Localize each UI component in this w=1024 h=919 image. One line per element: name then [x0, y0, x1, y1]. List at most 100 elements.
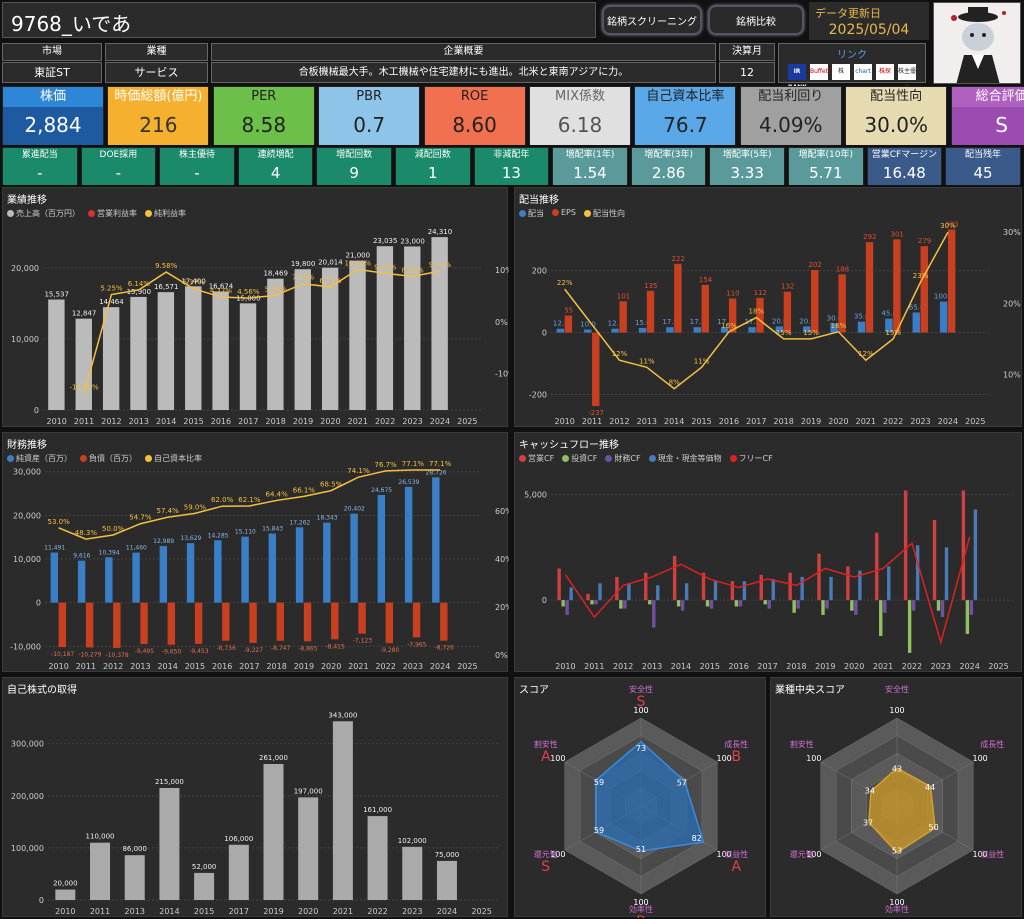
market-value: 東証ST: [2, 62, 102, 83]
x-tick-label: 2014: [671, 662, 691, 671]
bar-data-label: 16,571: [154, 283, 179, 291]
bar-data-label: 52,000: [192, 863, 217, 871]
bar: [939, 301, 948, 333]
line-data-label: 57.4%: [157, 507, 180, 515]
bar: [214, 540, 222, 603]
bar: [638, 327, 647, 333]
compare-button[interactable]: 銘柄比較: [708, 5, 804, 35]
bar-data-label: 17.5: [690, 318, 706, 326]
chart-link-icon[interactable]: chart: [854, 64, 872, 80]
x-tick-label: 2020: [321, 662, 341, 671]
line-data-label: 11%: [639, 357, 655, 365]
screening-button[interactable]: 銘柄スクリーニング: [602, 5, 702, 35]
legend-item: 負債（百万）: [80, 453, 137, 464]
bar: [431, 237, 448, 410]
links-box: リンク IR BANK Buffett 株 chart 株探 株主優待: [778, 43, 926, 91]
y-tick-label: 0: [36, 599, 41, 608]
bar: [50, 552, 59, 603]
line-data-label: 12%: [612, 350, 628, 358]
legend-item: フリーCF: [729, 453, 773, 464]
y2-tick-label: 20%: [1003, 299, 1021, 308]
bar-data-label: -8,736: [216, 645, 236, 652]
y-tick-label: 0: [39, 896, 44, 905]
legend-item: EPS: [552, 208, 576, 219]
bar-data-label: 13,629: [180, 535, 201, 542]
radar-area: [868, 767, 936, 854]
line-data-label: 16%: [721, 322, 737, 330]
dividend-panel: 配当推移 配当 EPS 配当性向 -200 0 200 10% 20% 30% 2010 2011…: [514, 187, 1022, 427]
y2-tick-label: 30%: [1003, 228, 1021, 237]
stat-0: 累進配当 -: [2, 147, 78, 185]
bar: [611, 328, 619, 333]
bar: [693, 327, 701, 333]
bar: [713, 581, 718, 601]
radar-value-label: 34: [865, 786, 875, 795]
bar: [140, 602, 148, 645]
irbank-link-icon[interactable]: IR BANK: [788, 64, 807, 91]
y-tick-label: 0: [542, 596, 547, 605]
bar-data-label: 292: [863, 233, 876, 241]
bar-data-label: 110,000: [86, 833, 115, 841]
kpi-8: 配当性向 30.0%: [845, 86, 948, 145]
stat-label: 増配率(5年): [710, 148, 784, 163]
stat-value: -: [81, 163, 156, 185]
bar: [584, 329, 592, 333]
bar: [961, 490, 966, 601]
yutai-link-icon[interactable]: 株主優待: [898, 64, 916, 91]
bar-data-label: 17,400: [181, 277, 206, 285]
x-tick-label: 2025: [965, 417, 985, 426]
score-panel: スコア 73100安全性S57100成長性B82100収益性A51100効率性B…: [514, 677, 766, 918]
bar-data-label: 12.5: [553, 320, 569, 328]
bar: [402, 846, 423, 900]
industry-score-title: 業種中央スコア: [775, 685, 845, 696]
bar: [763, 600, 767, 605]
stat-label: 非減配年: [474, 148, 549, 163]
bar: [90, 842, 111, 900]
stat-label: 営業CFマージン: [867, 148, 942, 163]
y-tick-label: 20,000: [11, 264, 39, 273]
x-tick-label: 2024: [960, 662, 980, 671]
bar-data-label: 102,000: [398, 837, 427, 845]
stat-value: 45: [946, 163, 1020, 185]
x-tick-label: 2019: [815, 662, 835, 671]
y-tick-label: 10,000: [11, 335, 39, 344]
financial-chart: -10,000 0 10,000 20,000 30,000 0% 20% 40% 60% 201…: [10, 460, 509, 671]
buffett-link-icon[interactable]: Buffett: [810, 64, 830, 80]
kabu-link-icon[interactable]: 株: [832, 64, 850, 80]
bar-data-label: 9,616: [73, 553, 90, 560]
stat-label: 増配率(10年): [789, 148, 863, 163]
kabutan-link-icon[interactable]: 株探: [876, 64, 894, 80]
x-tick-label: 2020: [320, 417, 340, 426]
kpi-5: MIX係数 6.18: [529, 86, 631, 145]
x-tick-label: 2011: [74, 417, 94, 426]
stat-label: 増配率(1年): [553, 148, 627, 163]
x-tick-label: 2024: [430, 662, 450, 671]
line-data-label: 16%: [831, 322, 847, 330]
bar-data-label: 261,000: [259, 754, 288, 762]
bar: [228, 844, 249, 900]
bar-data-label: 45.0: [881, 310, 897, 318]
bar-data-label: 86,000: [122, 845, 147, 853]
fiscal-month-value: 12: [719, 62, 775, 83]
stat-value: 4: [238, 163, 313, 185]
stat-label: 連続増配: [238, 148, 313, 163]
bar: [912, 312, 920, 333]
bar: [730, 581, 735, 601]
line-data-label: 74.1%: [347, 467, 370, 475]
x-tick-label: 2016: [719, 417, 739, 426]
x-tick-label: 2021: [348, 662, 368, 671]
x-tick-label: 2013: [637, 417, 657, 426]
line-data-label: 48.3%: [75, 529, 98, 537]
bar-data-label: 20,014: [318, 259, 343, 267]
radar-max-label: 100: [550, 850, 565, 859]
line-data-label: 68.5%: [320, 481, 343, 489]
y-tick-label: -10,000: [10, 642, 41, 651]
x-tick-label: 2010: [555, 417, 575, 426]
radar-max-label: 100: [550, 754, 565, 763]
bar: [947, 229, 956, 333]
kpi-2: PER 8.58: [212, 86, 315, 145]
bar: [742, 581, 747, 601]
line-data-label: 7.33%: [292, 274, 315, 282]
kpi-value: 6.18: [530, 107, 630, 145]
